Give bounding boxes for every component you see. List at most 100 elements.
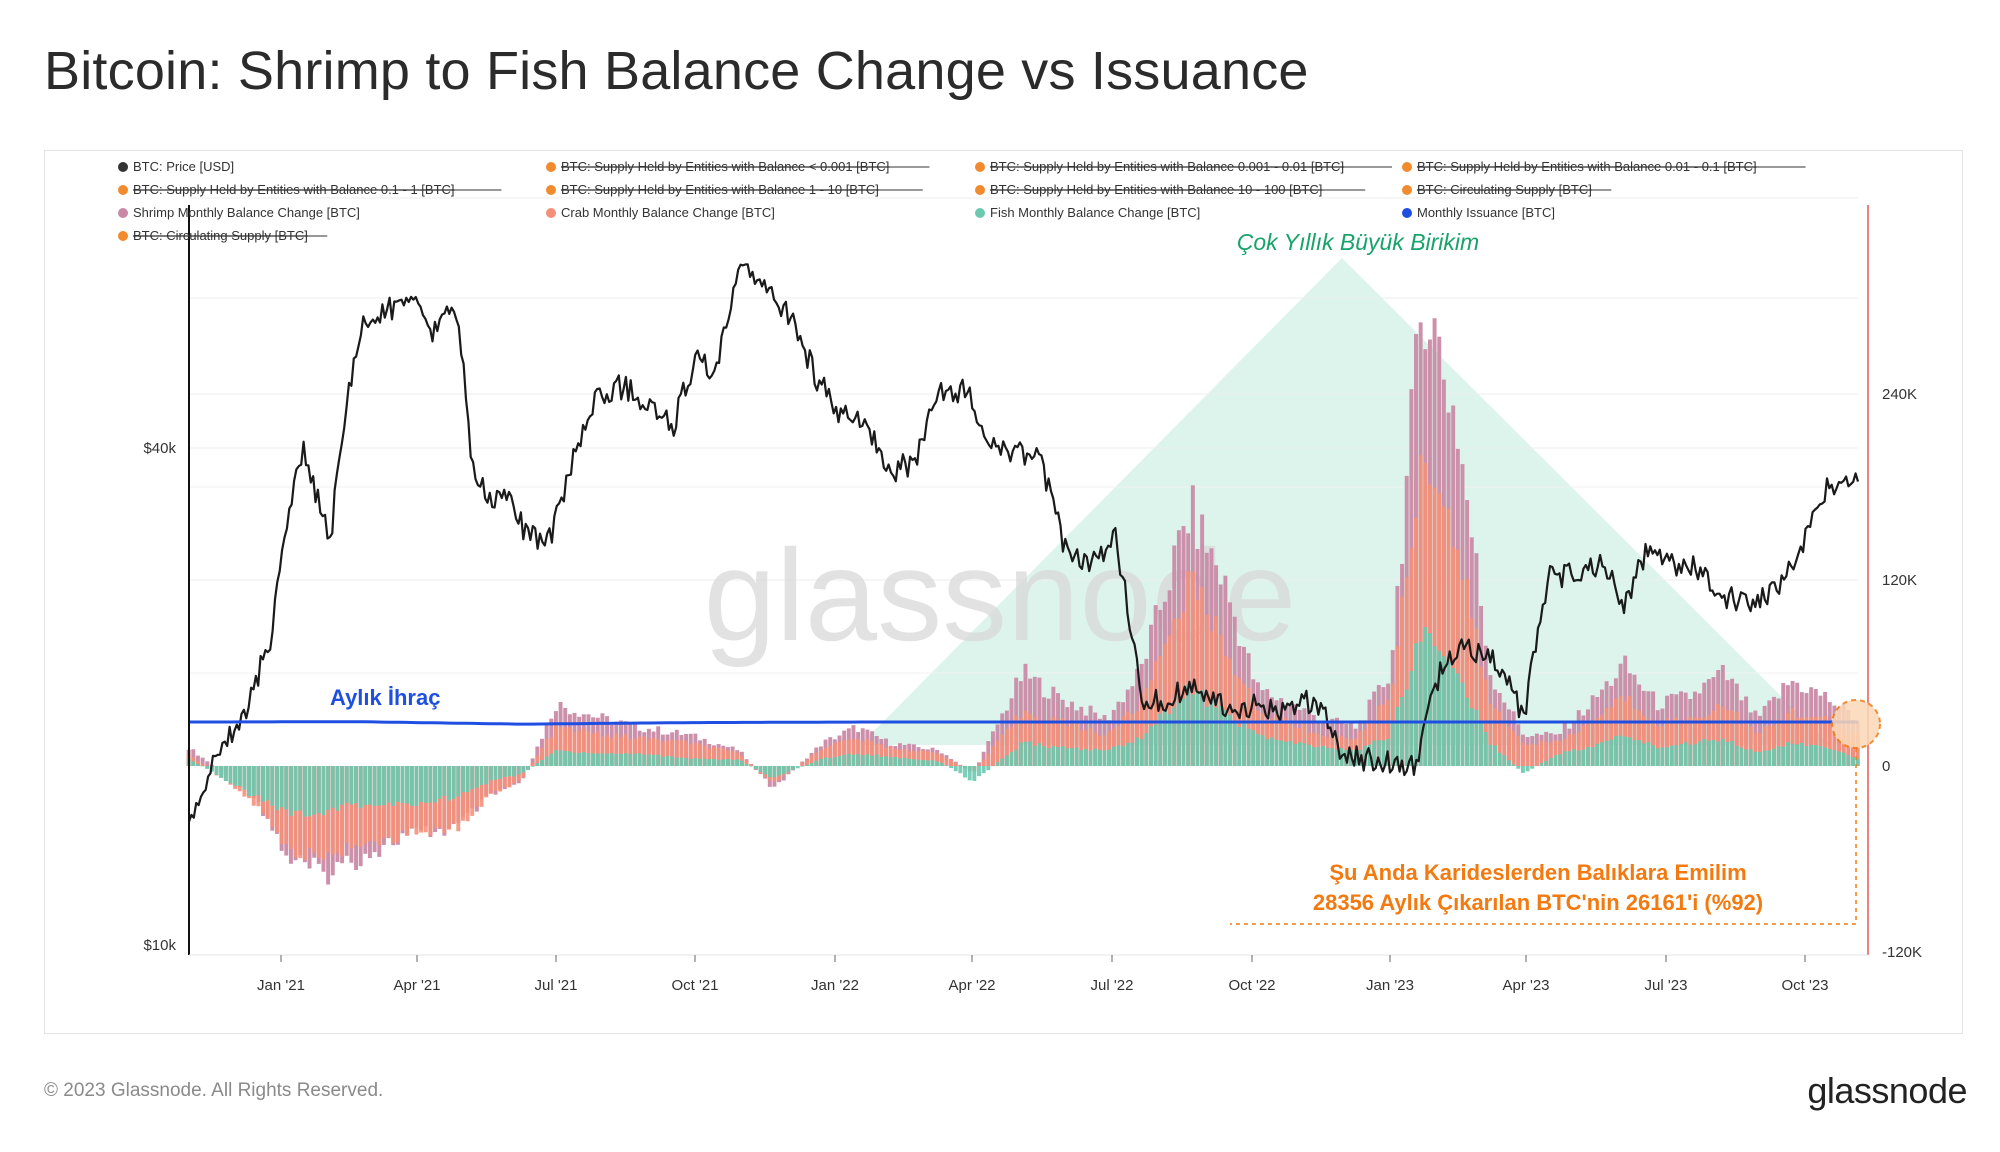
fish-bar <box>507 766 512 777</box>
crab-bar <box>595 731 600 766</box>
crab-bar <box>563 727 568 766</box>
crab-bar <box>1581 725 1586 766</box>
crab-bar <box>1367 722 1372 766</box>
crab-bar <box>1386 700 1391 766</box>
shrimp-bar <box>986 741 991 766</box>
fish-bar <box>921 759 926 766</box>
fish-bar <box>1623 736 1628 766</box>
fish-bar <box>381 766 386 806</box>
fish-bar <box>1307 744 1312 766</box>
crab-bar <box>395 766 400 842</box>
fish-bar <box>395 766 400 802</box>
crab-bar <box>800 762 805 766</box>
fish-bar <box>1223 710 1228 766</box>
fish-bar <box>1283 741 1288 766</box>
fish-bar <box>1669 745 1674 766</box>
x-tick-label: Jan '23 <box>1366 977 1414 994</box>
legend-item-label: Crab Monthly Balance Change [BTC] <box>561 205 775 220</box>
fish-bar <box>1706 740 1711 766</box>
x-tick-label: Jul '21 <box>535 977 578 994</box>
price-line <box>187 263 1860 822</box>
fish-bar <box>944 765 949 766</box>
fish-bar <box>809 762 814 766</box>
fish-bar <box>1014 749 1019 766</box>
fish-bar <box>1804 746 1809 766</box>
fish-bar <box>1479 720 1484 766</box>
crab-bar <box>698 743 703 766</box>
fish-bar <box>1046 748 1051 766</box>
crab-bar <box>1214 616 1219 766</box>
fish-bar <box>1418 641 1423 766</box>
fish-bar <box>1042 746 1047 766</box>
crab-bar <box>1511 731 1516 766</box>
crab-bar <box>935 753 940 766</box>
x-tick-label: Jul '22 <box>1091 977 1134 994</box>
crab-bar <box>1734 712 1739 766</box>
crab-bar <box>637 736 642 766</box>
fish-bar <box>1083 748 1088 766</box>
fish-bar <box>1162 710 1167 766</box>
shrimp-bar <box>195 755 200 766</box>
fish-bar <box>326 766 331 811</box>
x-tick-label: Oct '23 <box>1781 977 1828 994</box>
legend-marker <box>975 185 985 195</box>
crab-bar <box>879 744 884 766</box>
fish-bar <box>730 760 735 766</box>
crab-bar <box>749 764 754 766</box>
crab-bar <box>1632 708 1637 766</box>
fish-bar <box>409 766 414 806</box>
legend-marker <box>118 208 128 218</box>
fish-bar <box>1799 742 1804 766</box>
crab-bar <box>693 742 698 766</box>
crab-bar <box>377 766 382 846</box>
crab-bar <box>1009 726 1014 766</box>
fish-bar <box>753 766 758 770</box>
fish-bar <box>1111 746 1116 766</box>
legend-marker <box>1402 185 1412 195</box>
fish-bar <box>330 766 335 808</box>
crab-bar <box>1720 706 1725 766</box>
crab-bar <box>1795 718 1800 766</box>
fish-bar <box>1023 741 1028 766</box>
fish-bar <box>693 758 698 766</box>
crab-bar <box>1018 718 1023 766</box>
fish-bar <box>1539 762 1544 766</box>
fish-bar <box>1497 752 1502 766</box>
crab-bar <box>1404 576 1409 766</box>
fish-bar <box>344 766 349 803</box>
crab-bar <box>1744 722 1749 766</box>
fish-bar <box>739 760 744 766</box>
current-highlight-circle <box>1831 699 1881 749</box>
fish-bar <box>358 766 363 808</box>
crab-bar <box>465 766 470 822</box>
fish-bar <box>1056 746 1060 766</box>
fish-bar <box>670 756 675 766</box>
fish-bar <box>1446 661 1451 766</box>
crab-bar <box>1604 707 1609 766</box>
fish-bar <box>1186 684 1191 766</box>
fish-bar <box>1004 755 1009 766</box>
fish-bar <box>1613 736 1618 766</box>
crab-bar <box>1446 508 1451 766</box>
y-left-tick-label: $40k <box>143 440 176 457</box>
crab-bar <box>1376 705 1381 766</box>
fish-bar <box>1065 748 1070 766</box>
crab-bar <box>1028 713 1033 766</box>
fish-bar <box>1232 721 1237 766</box>
legend-item-label: Shrimp Monthly Balance Change [BTC] <box>133 205 360 220</box>
crab-bar <box>1432 487 1437 766</box>
shrimp-bar <box>530 758 535 766</box>
crab-bar <box>1400 596 1405 766</box>
crab-bar <box>1158 656 1163 766</box>
fish-bar <box>851 754 856 766</box>
crab-bar <box>907 751 912 766</box>
fish-bar <box>321 766 326 816</box>
crab-bar <box>916 751 921 766</box>
crab-bar <box>716 747 721 766</box>
crab-bar <box>1846 734 1851 766</box>
fish-bar <box>679 757 684 766</box>
crab-bar <box>1493 708 1497 766</box>
series-lines <box>187 263 1860 822</box>
crab-bar <box>1655 726 1660 766</box>
crab-bar <box>507 766 512 788</box>
